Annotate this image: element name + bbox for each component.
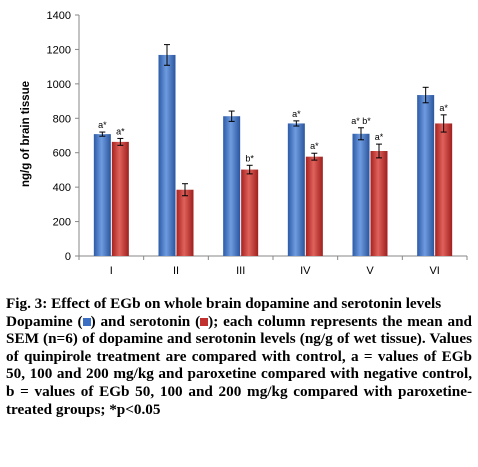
serotonin-bar [176,189,194,256]
significance-label: a* [116,126,125,136]
y-tick-label: 400 [53,182,71,194]
y-tick-label: 1400 [47,10,71,22]
y-tick-label: 800 [53,113,71,125]
dopamine-bar [223,116,241,256]
caption-dopamine-text: Dopamine ( [6,312,83,330]
caption-title: Fig. 3: Effect of EGb on whole brain dop… [6,295,442,312]
dopamine-bar [287,123,305,256]
serotonin-bar [111,141,129,256]
significance-label: b* [245,153,254,163]
y-tick-label: 600 [53,148,71,160]
dopamine-bar [93,134,111,256]
y-tick-label: 1200 [47,44,71,56]
dopamine-swatch [82,317,91,326]
significance-label: a* [375,132,384,142]
dopamine-bar [158,54,176,257]
caption-rest-text: ); each column represents the mean and S… [6,312,473,418]
dopamine-bar [352,133,370,256]
dopamine-bar [417,95,435,257]
x-tick-label: II [173,265,179,277]
caption-description: Dopamine ( ) and serotonin (); each colum… [6,313,472,419]
significance-label: a* b* [351,116,371,126]
significance-label: a* [439,103,448,113]
serotonin-bar [241,169,259,256]
serotonin-bar [305,156,323,256]
x-tick-label: I [110,265,113,277]
significance-label: a* [292,109,301,119]
y-tick-label: 200 [53,217,71,229]
figure-caption: Fig. 3: Effect of EGb on whole brain dop… [6,295,472,418]
y-tick-label: 0 [65,251,71,263]
x-tick-label: V [366,265,374,277]
x-tick-label: III [236,265,245,277]
serotonin-bar [435,123,453,256]
significance-label: a* [310,141,319,151]
y-axis-label: ng/g of brain tissue [20,81,32,187]
y-tick-label: 1000 [47,79,71,91]
x-tick-label: IV [300,265,311,277]
significance-label: a* [98,120,107,130]
serotonin-swatch [200,317,209,326]
x-tick-label: VI [429,265,439,277]
caption-and-text: ) and serotonin ( [90,312,201,330]
serotonin-bar [370,150,388,256]
